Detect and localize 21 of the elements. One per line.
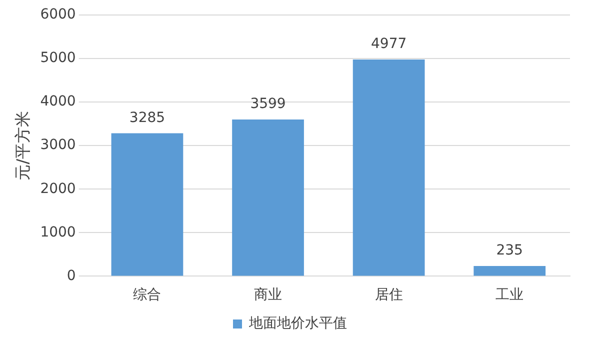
x-tick-label: 居住 (374, 287, 403, 304)
data-label: 3285 (129, 110, 166, 126)
y-axis-title: 元/平方米 (12, 110, 32, 180)
legend-label: 地面地价水平值 (248, 316, 347, 332)
y-tick-label: 3000 (40, 137, 76, 154)
x-tick-label: 工业 (496, 287, 524, 304)
y-tick-label: 2000 (40, 180, 76, 197)
bar (111, 133, 184, 276)
x-tick-label: 综合 (133, 287, 162, 304)
y-tick-label: 0 (66, 268, 76, 284)
bar (474, 266, 546, 276)
y-tick-label: 6000 (40, 6, 76, 23)
data-label: 4977 (370, 36, 407, 52)
y-tick-label: 1000 (40, 224, 76, 240)
bar (352, 60, 425, 276)
data-label: 3599 (250, 96, 286, 112)
bar (232, 120, 304, 276)
y-tick-label: 4000 (40, 94, 76, 110)
y-tick-label: 5000 (40, 50, 76, 66)
x-tick-label: 商业 (254, 287, 282, 304)
data-label: 235 (496, 242, 523, 259)
